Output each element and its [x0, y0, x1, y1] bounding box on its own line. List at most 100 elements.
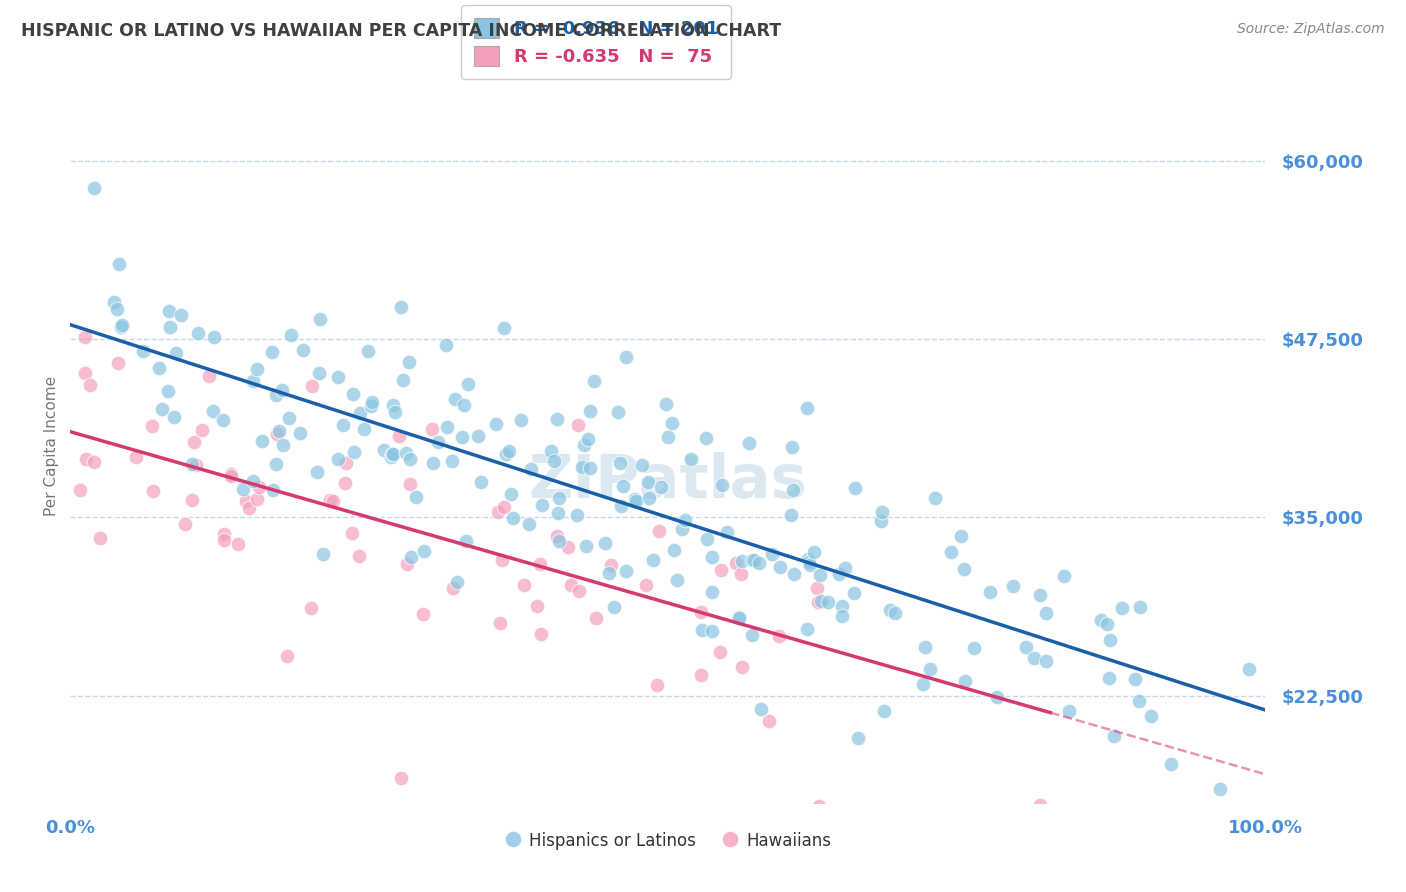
Point	[796, 401, 818, 415]
Point	[301, 379, 323, 393]
Point	[810, 594, 832, 608]
Point	[502, 511, 524, 525]
Point	[1057, 705, 1080, 719]
Point	[157, 304, 180, 318]
Point	[1099, 633, 1122, 648]
Point	[612, 479, 634, 493]
Point	[309, 312, 332, 326]
Point	[696, 533, 718, 547]
Point	[89, 531, 111, 545]
Point	[312, 547, 335, 561]
Point	[799, 555, 821, 569]
Point	[598, 566, 620, 580]
Point	[343, 445, 366, 459]
Point	[979, 585, 1001, 599]
Point	[1097, 616, 1119, 631]
Point	[211, 412, 233, 426]
Point	[510, 413, 533, 427]
Point	[266, 426, 288, 441]
Point	[305, 465, 328, 479]
Point	[673, 512, 696, 526]
Point	[870, 514, 893, 528]
Point	[486, 505, 509, 519]
Point	[420, 422, 443, 436]
Point	[165, 346, 187, 360]
Point	[467, 429, 489, 443]
Point	[335, 456, 357, 470]
Point	[780, 508, 803, 523]
Point	[884, 606, 907, 620]
Point	[156, 384, 179, 398]
Point	[232, 482, 254, 496]
Point	[873, 705, 896, 719]
Point	[501, 487, 523, 501]
Point	[657, 430, 679, 444]
Y-axis label: Per Capita Income: Per Capita Income	[44, 376, 59, 516]
Point	[758, 714, 780, 728]
Point	[353, 422, 375, 436]
Point	[630, 458, 652, 473]
Point	[571, 460, 593, 475]
Point	[796, 622, 818, 636]
Point	[219, 469, 242, 483]
Point	[519, 516, 541, 531]
Point	[125, 450, 148, 464]
Point	[737, 436, 759, 450]
Point	[831, 609, 853, 624]
Point	[744, 553, 766, 567]
Point	[924, 491, 946, 506]
Point	[495, 447, 517, 461]
Point	[242, 374, 264, 388]
Point	[530, 499, 553, 513]
Point	[187, 326, 209, 341]
Point	[565, 508, 588, 522]
Point	[609, 456, 631, 470]
Point	[159, 319, 181, 334]
Point	[271, 438, 294, 452]
Point	[219, 467, 242, 481]
Point	[381, 447, 404, 461]
Point	[110, 320, 132, 334]
Point	[83, 455, 105, 469]
Point	[797, 552, 820, 566]
Point	[741, 553, 763, 567]
Point	[600, 558, 623, 572]
Point	[870, 505, 893, 519]
Point	[1014, 640, 1036, 654]
Point	[610, 499, 633, 513]
Point	[381, 398, 404, 412]
Point	[1053, 568, 1076, 582]
Point	[637, 475, 659, 490]
Point	[546, 412, 568, 426]
Point	[396, 558, 419, 572]
Point	[727, 610, 749, 624]
Point	[546, 529, 568, 543]
Point	[333, 475, 356, 490]
Point	[319, 492, 342, 507]
Point	[520, 462, 543, 476]
Point	[252, 434, 274, 448]
Point	[1123, 672, 1146, 686]
Point	[547, 506, 569, 520]
Point	[702, 624, 724, 638]
Point	[360, 400, 382, 414]
Point	[267, 424, 290, 438]
Point	[436, 419, 458, 434]
Point	[1128, 694, 1150, 708]
Point	[1029, 588, 1052, 602]
Point	[568, 584, 591, 599]
Point	[441, 454, 464, 468]
Point	[264, 388, 287, 402]
Point	[170, 308, 193, 322]
Point	[526, 599, 548, 613]
Point	[450, 430, 472, 444]
Point	[332, 417, 354, 432]
Point	[322, 494, 344, 508]
Point	[382, 447, 405, 461]
Point	[842, 585, 865, 599]
Point	[183, 434, 205, 449]
Point	[103, 295, 125, 310]
Point	[529, 558, 551, 572]
Point	[783, 567, 806, 582]
Point	[710, 563, 733, 577]
